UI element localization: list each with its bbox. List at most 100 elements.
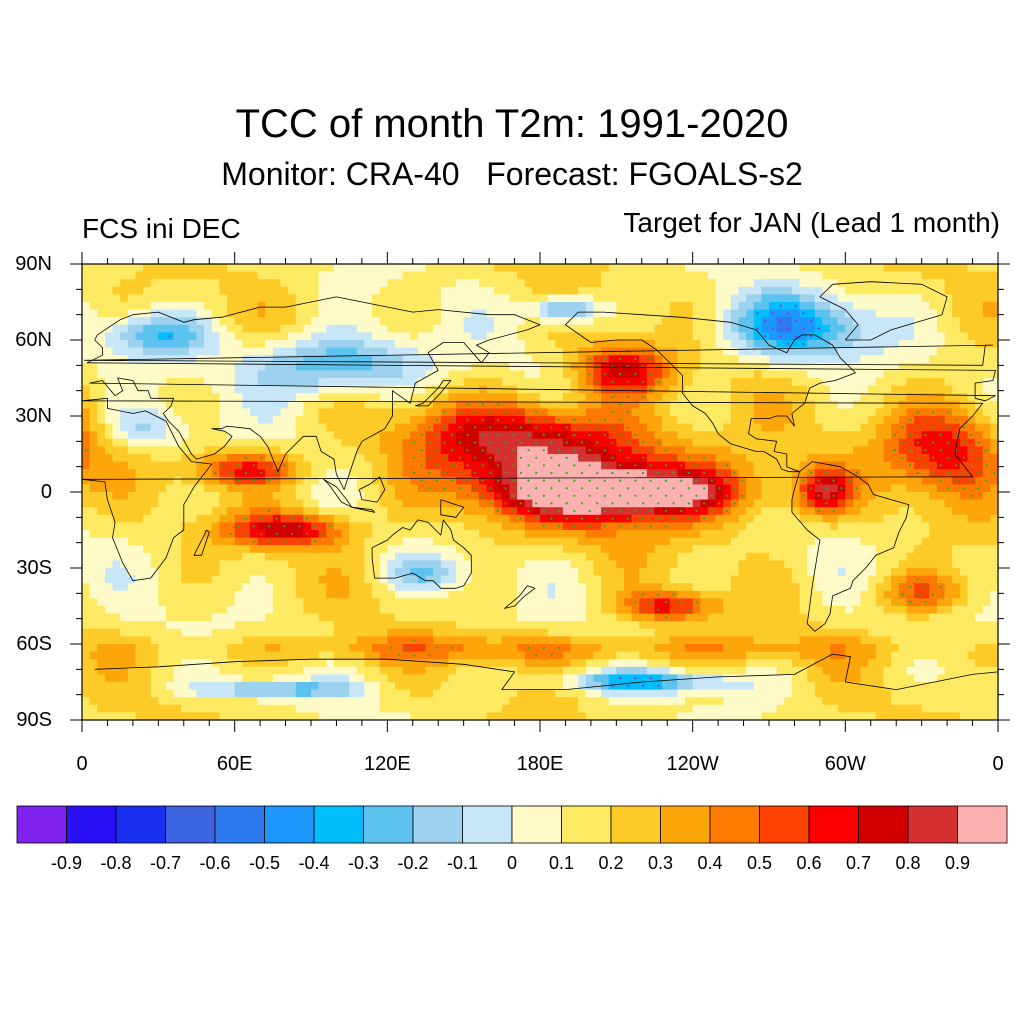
field-cell xyxy=(349,317,358,326)
field-cell xyxy=(181,340,190,349)
field-cell xyxy=(501,370,511,379)
field-cell xyxy=(845,499,854,508)
field-cell xyxy=(967,537,976,546)
field-cell xyxy=(265,575,274,584)
field-cell xyxy=(753,362,762,371)
field-cell xyxy=(112,309,121,318)
field-cell xyxy=(852,476,862,485)
field-cell xyxy=(906,324,915,333)
field-cell xyxy=(868,362,877,371)
field-cell xyxy=(478,355,488,364)
field-cell xyxy=(417,469,427,478)
field-cell xyxy=(181,286,190,295)
field-cell xyxy=(463,264,472,273)
field-cell xyxy=(318,362,327,371)
field-cell xyxy=(845,545,854,554)
field-cell xyxy=(746,271,755,280)
field-cell xyxy=(425,545,434,554)
field-cell xyxy=(410,385,419,394)
field-cell xyxy=(249,294,259,303)
field-cell xyxy=(196,530,205,539)
field-cell xyxy=(868,302,877,311)
field-cell xyxy=(944,309,953,318)
field-cell xyxy=(280,416,289,425)
field-cell xyxy=(837,332,846,341)
field-cell xyxy=(662,400,671,409)
field-cell xyxy=(723,446,732,455)
field-cell xyxy=(746,340,755,349)
field-cell xyxy=(486,545,495,554)
field-cell xyxy=(982,537,991,546)
field-cell xyxy=(524,370,533,379)
field-cell xyxy=(898,514,907,523)
field-cell xyxy=(578,279,587,288)
field-cell xyxy=(860,492,869,501)
field-cell xyxy=(822,461,831,470)
field-cell xyxy=(135,271,144,280)
field-cell xyxy=(196,317,205,326)
field-cell xyxy=(898,522,907,531)
field-cell xyxy=(165,560,175,569)
field-cell xyxy=(303,408,312,417)
field-cell xyxy=(852,552,862,561)
field-cell xyxy=(188,271,198,280)
field-cell xyxy=(746,332,755,341)
field-cell xyxy=(333,370,343,379)
field-cell xyxy=(662,514,671,523)
field-cell xyxy=(982,385,991,394)
field-cell xyxy=(387,355,396,364)
field-cell xyxy=(219,408,228,417)
field-cell xyxy=(608,545,617,554)
field-cell xyxy=(975,294,984,303)
field-cell xyxy=(692,514,701,523)
field-cell xyxy=(685,431,694,440)
field-cell xyxy=(646,279,656,288)
field-cell xyxy=(807,347,816,356)
field-cell xyxy=(791,286,801,295)
field-cell xyxy=(478,438,488,447)
field-cell xyxy=(692,568,701,577)
field-cell xyxy=(143,423,152,432)
field-cell xyxy=(616,423,625,432)
field-cell xyxy=(677,446,686,455)
field-cell xyxy=(555,378,564,387)
field-cell xyxy=(868,530,877,539)
field-cell xyxy=(799,332,808,341)
field-cell xyxy=(975,507,984,516)
field-cell xyxy=(165,537,175,546)
field-cell xyxy=(97,530,106,539)
field-cell xyxy=(700,545,709,554)
field-cell xyxy=(318,393,327,402)
field-cell xyxy=(608,302,617,311)
field-cell xyxy=(456,355,465,364)
field-cell xyxy=(769,469,778,478)
field-cell xyxy=(181,568,190,577)
field-cell xyxy=(173,499,182,508)
field-cell xyxy=(303,370,312,379)
field-cell xyxy=(662,469,671,478)
field-cell xyxy=(257,340,266,349)
field-cell xyxy=(532,378,541,387)
field-cell xyxy=(402,492,411,501)
field-cell xyxy=(219,347,228,356)
field-cell xyxy=(654,476,663,485)
field-cell xyxy=(921,340,930,349)
field-cell xyxy=(165,454,175,463)
field-cell xyxy=(891,499,900,508)
field-cell xyxy=(242,476,251,485)
field-cell xyxy=(555,302,564,311)
field-cell xyxy=(730,408,740,417)
field-cell xyxy=(707,522,717,531)
field-cell xyxy=(914,476,923,485)
field-cell xyxy=(288,484,297,493)
field-cell xyxy=(852,514,862,523)
field-cell xyxy=(524,484,533,493)
field-cell xyxy=(364,492,373,501)
field-cell xyxy=(654,522,663,531)
field-cell xyxy=(822,324,831,333)
field-cell xyxy=(135,454,144,463)
field-cell xyxy=(562,286,572,295)
field-cell xyxy=(272,332,282,341)
field-cell xyxy=(89,514,98,523)
field-cell xyxy=(860,340,869,349)
